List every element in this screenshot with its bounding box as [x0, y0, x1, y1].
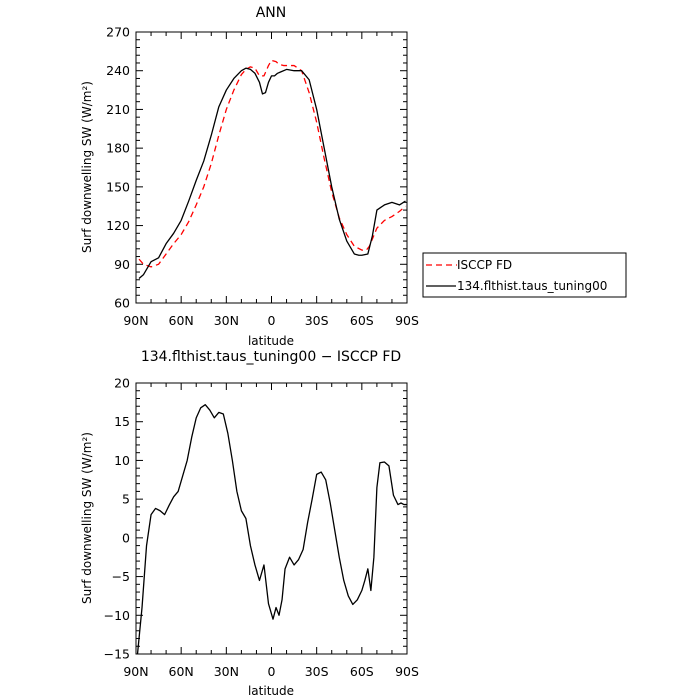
- top-x-tick-label: 60N: [169, 313, 194, 328]
- top-x-tick-label: 90N: [123, 313, 148, 328]
- bottom-plot-frame: [135, 382, 408, 655]
- top-x-tick-label: 30S: [305, 313, 329, 328]
- top-x-tick-label: 60S: [350, 313, 374, 328]
- top-series-line-2: [138, 67, 406, 279]
- bottom-y-tick-label: 10: [114, 453, 130, 468]
- top-y-tick-label: 180: [106, 141, 130, 156]
- top-plot-title: ANN: [256, 5, 287, 21]
- bottom-y-tick-label: −10: [104, 608, 130, 623]
- bottom-x-axis-title: latitude: [248, 684, 294, 698]
- top-x-tick-label: 0: [268, 313, 276, 328]
- bottom-y-tick-labels: −15 −10 −5 0 5 10 15 20: [104, 376, 130, 662]
- bottom-y-axis-title: Surf downwelling SW (W/m²): [80, 432, 94, 604]
- top-x-tick-labels: 90N 60N 30N 0 30S 60S 90S: [123, 313, 419, 328]
- bottom-y-tick-label: 20: [114, 376, 130, 391]
- top-y-tick-label: 90: [114, 257, 130, 272]
- bottom-y-tick-label: −5: [112, 569, 130, 584]
- bottom-panel: 134.flthist.taus_tuning00 − ISCCP FD −15…: [80, 349, 419, 698]
- legend-box: [422, 252, 627, 298]
- bottom-x-tick-label: 90S: [395, 664, 419, 679]
- bottom-y-tick-label: 15: [114, 414, 130, 429]
- bottom-x-tick-label: 0: [268, 664, 276, 679]
- bottom-x-tick-label: 60N: [169, 664, 194, 679]
- top-y-tick-label: 240: [106, 63, 130, 78]
- top-x-tick-label: 90S: [395, 313, 419, 328]
- bottom-y-tick-label: 0: [122, 530, 130, 545]
- legend-label-model: 134.flthist.taus_tuning00: [457, 279, 607, 293]
- top-series-line-1: [138, 59, 406, 268]
- legend-label-isccp: ISCCP FD: [457, 258, 512, 272]
- top-y-tick-label: 120: [106, 218, 130, 233]
- bottom-plot-title: 134.flthist.taus_tuning00 − ISCCP FD: [141, 349, 401, 365]
- top-panel: ANN 60 90 120 150 180 210 240 270 90N 60N 30N 0 30S…: [80, 5, 419, 348]
- top-x-axis-title: latitude: [248, 334, 294, 348]
- bottom-x-tick-label: 60S: [350, 664, 374, 679]
- legend: ISCCP FD 134.flthist.taus_tuning00: [422, 252, 627, 298]
- bottom-x-tick-labels: 90N 60N 30N 0 30S 60S 90S: [123, 664, 419, 679]
- top-series: [138, 59, 406, 279]
- bottom-y-tick-label: −15: [104, 647, 130, 662]
- top-y-tick-label: 60: [114, 296, 130, 311]
- top-y-tick-label: 210: [106, 102, 130, 117]
- top-y-tick-label: 150: [106, 179, 130, 194]
- bottom-series: [136, 404, 407, 655]
- bottom-x-tick-label: 90N: [123, 664, 148, 679]
- top-tick-marks: [135, 31, 408, 304]
- bottom-x-tick-label: 30N: [214, 664, 239, 679]
- bottom-y-tick-label: 5: [122, 492, 130, 507]
- top-y-axis-title: Surf downwelling SW (W/m²): [80, 81, 94, 253]
- top-plot-frame: [135, 31, 408, 304]
- top-y-tick-label: 270: [106, 25, 130, 40]
- top-x-tick-label: 30N: [214, 313, 239, 328]
- bottom-x-tick-label: 30S: [305, 664, 329, 679]
- bottom-series-line-1: [136, 404, 407, 655]
- top-y-tick-labels: 60 90 120 150 180 210 240 270: [106, 25, 130, 311]
